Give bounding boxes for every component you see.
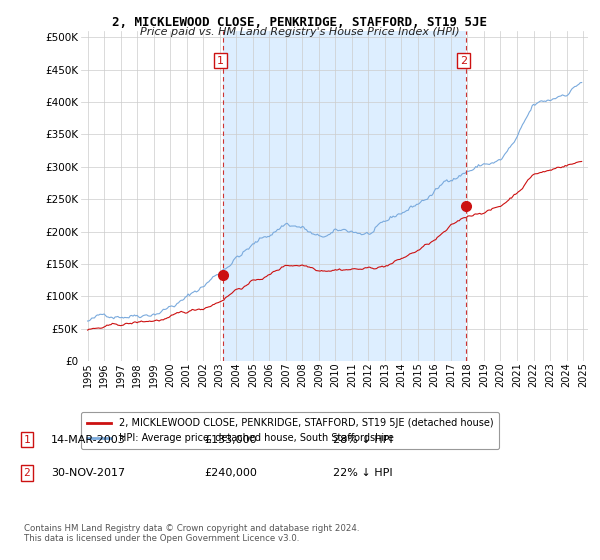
Text: 30-NOV-2017: 30-NOV-2017 <box>51 468 125 478</box>
Text: Contains HM Land Registry data © Crown copyright and database right 2024.
This d: Contains HM Land Registry data © Crown c… <box>24 524 359 543</box>
Text: 1: 1 <box>217 55 224 66</box>
Legend: 2, MICKLEWOOD CLOSE, PENKRIDGE, STAFFORD, ST19 5JE (detached house), HPI: Averag: 2, MICKLEWOOD CLOSE, PENKRIDGE, STAFFORD… <box>81 412 499 449</box>
Text: £133,000: £133,000 <box>204 435 257 445</box>
Text: 22% ↓ HPI: 22% ↓ HPI <box>333 468 392 478</box>
Text: 2: 2 <box>23 468 31 478</box>
Text: £240,000: £240,000 <box>204 468 257 478</box>
Text: 2, MICKLEWOOD CLOSE, PENKRIDGE, STAFFORD, ST19 5JE: 2, MICKLEWOOD CLOSE, PENKRIDGE, STAFFORD… <box>113 16 487 29</box>
Text: 14-MAR-2003: 14-MAR-2003 <box>51 435 126 445</box>
Text: 28% ↓ HPI: 28% ↓ HPI <box>333 435 392 445</box>
Text: Price paid vs. HM Land Registry's House Price Index (HPI): Price paid vs. HM Land Registry's House … <box>140 27 460 37</box>
Bar <box>223 31 466 361</box>
Text: 1: 1 <box>23 435 31 445</box>
Text: 2: 2 <box>460 55 467 66</box>
